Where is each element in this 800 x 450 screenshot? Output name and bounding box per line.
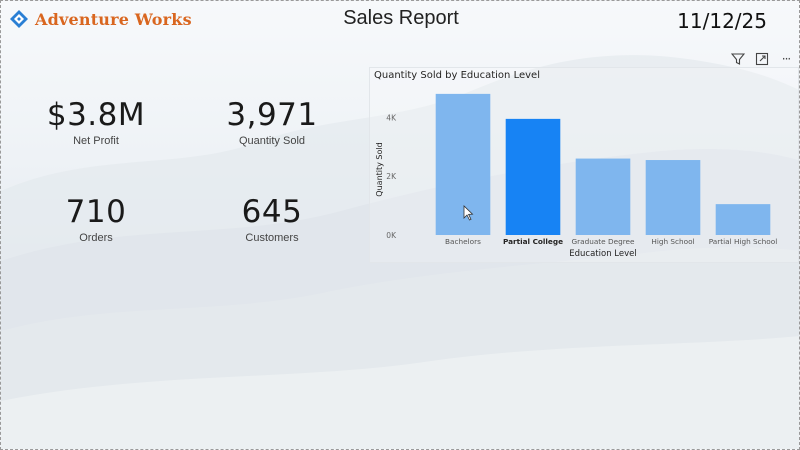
kpi-label: Customers — [245, 232, 299, 244]
y-tick-label: 2K — [386, 172, 397, 181]
kpi-value: 3,971 — [226, 97, 318, 133]
bar-bachelors[interactable] — [435, 93, 491, 235]
filter-icon — [731, 53, 745, 65]
more-options-button[interactable]: ··· — [777, 51, 795, 67]
x-axis-title: Education Level — [569, 249, 636, 259]
y-tick-label: 0K — [386, 231, 397, 240]
filter-button[interactable] — [729, 51, 747, 67]
x-tick-label: Partial High School — [709, 237, 778, 246]
kpi-label: Net Profit — [73, 135, 119, 147]
focus-mode-button[interactable] — [753, 51, 771, 67]
bar-partial-high-school[interactable] — [715, 204, 771, 235]
kpi-label: Orders — [79, 232, 113, 244]
more-options-icon: ··· — [781, 52, 792, 66]
kpi-card-net-profit[interactable]: $3.8M Net Profit — [21, 97, 171, 147]
y-tick-label: 4K — [386, 113, 397, 122]
visual-header-toolbar: ··· — [729, 51, 795, 67]
focus-mode-icon — [755, 52, 769, 66]
brand-logo: Adventure Works — [9, 9, 192, 29]
bar-graduate-degree[interactable] — [575, 158, 631, 235]
kpi-value: $3.8M — [46, 97, 146, 133]
bar-high-school[interactable] — [645, 160, 701, 235]
kpi-card-quantity-sold[interactable]: 3,971 Quantity Sold — [197, 97, 347, 147]
kpi-label: Quantity Sold — [238, 135, 306, 147]
report-date: 11/12/25 — [677, 9, 767, 33]
logo-icon — [10, 10, 28, 28]
x-tick-label: Bachelors — [445, 237, 481, 246]
logo-text: Adventure Works — [35, 9, 192, 29]
x-tick-label: Partial College — [503, 237, 563, 246]
x-tick-label: Graduate Degree — [571, 237, 635, 246]
mouse-cursor-icon — [463, 205, 474, 221]
kpi-value: 710 — [65, 194, 127, 230]
chart-title: Quantity Sold by Education Level — [374, 70, 540, 81]
kpi-value: 645 — [241, 194, 303, 230]
kpi-card-customers[interactable]: 645 Customers — [197, 194, 347, 244]
page-title: Sales Report — [343, 7, 459, 29]
kpi-card-orders[interactable]: 710 Orders — [21, 194, 171, 244]
x-tick-label: High School — [651, 237, 694, 246]
bar-partial-college[interactable] — [505, 118, 561, 235]
bar-chart-visual[interactable]: Quantity Sold by Education Level 0K 2K 4K Q… — [369, 67, 799, 263]
chart-svg: 0K 2K 4K Quantity Sold Bachelors Partial Coll… — [375, 93, 778, 259]
y-axis-title: Quantity Sold — [375, 142, 384, 196]
